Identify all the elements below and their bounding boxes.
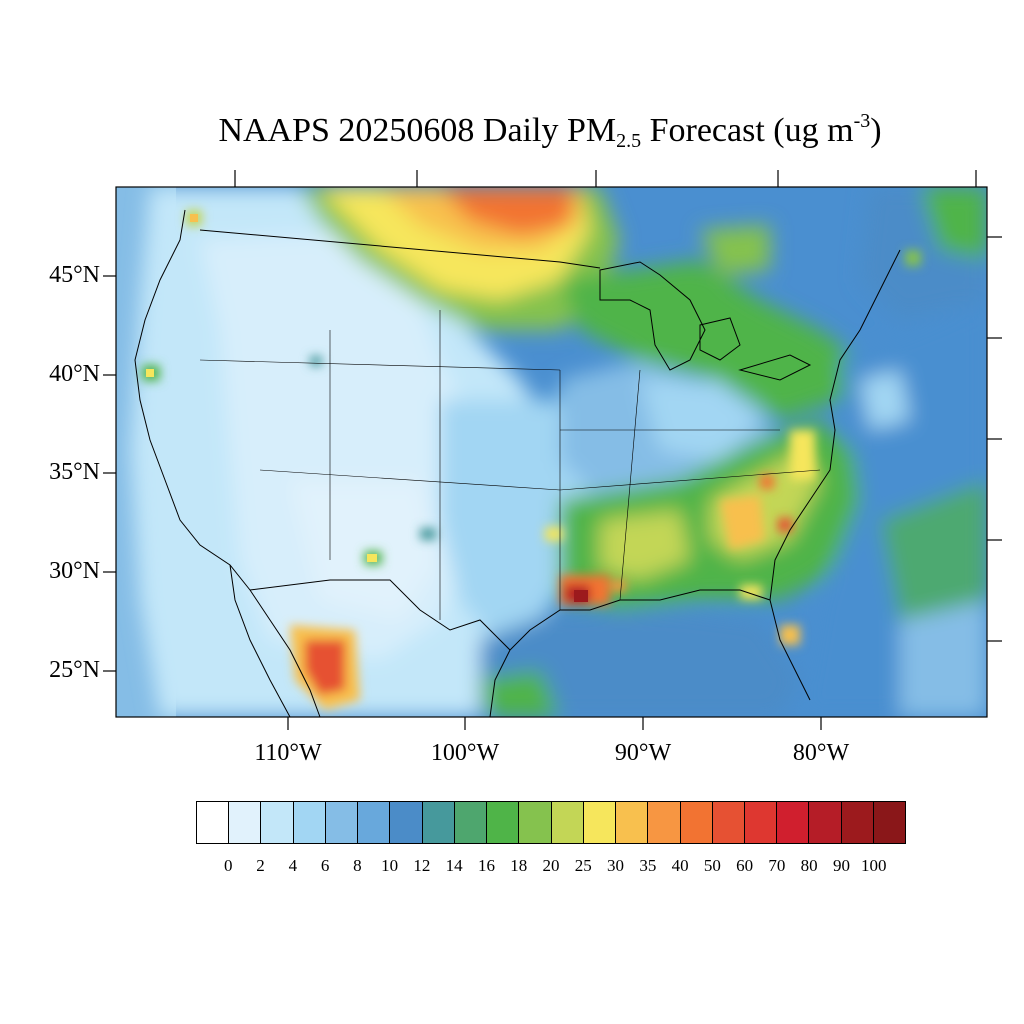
- colorbar-swatch: [616, 802, 649, 843]
- colorbar-swatch: [261, 802, 294, 843]
- colorbar-swatch: [777, 802, 810, 843]
- lat-label-40n: 40°N: [49, 361, 100, 387]
- colorbar-swatch: [358, 802, 391, 843]
- lon-label-110w: 110°W: [254, 740, 322, 766]
- colorbar-swatch: [744, 802, 778, 843]
- colorbar-tick-label: 4: [288, 856, 298, 875]
- colorbar-tick-label: 50: [703, 856, 721, 875]
- colorbar-tick-label: 16: [477, 856, 495, 875]
- title-subscript: 2.5: [616, 130, 642, 152]
- title-rest: Forecast (ug m: [641, 112, 854, 149]
- colorbar-swatch: [873, 802, 906, 843]
- colorbar-swatch: [519, 802, 552, 843]
- colorbar-swatch: [487, 802, 520, 843]
- colorbar-swatch: [583, 802, 617, 843]
- coastlines: [134, 209, 901, 717]
- title-superscript: -3: [853, 110, 871, 132]
- lon-label-90w: 90°W: [614, 740, 672, 766]
- lat-label-45n: 45°N: [49, 262, 100, 288]
- concentration-field: [116, 187, 987, 717]
- colorbar-swatch: [325, 802, 359, 843]
- colorbar-tick-label: 0: [224, 856, 233, 875]
- lon-label-100w: 100°W: [430, 740, 500, 766]
- colorbar-tick-label: 90: [832, 856, 850, 875]
- colorbar-tick-label: 8: [353, 856, 362, 875]
- lon-label-80w: 80°W: [792, 740, 850, 766]
- colorbar-tick-label: 12: [413, 856, 431, 875]
- colorbar-tick-label: 80: [800, 856, 818, 875]
- colorbar-tick-label: 40: [671, 856, 689, 875]
- colorbar-tick-label: 35: [639, 856, 657, 875]
- colorbar-swatch: [551, 802, 584, 843]
- colorbar-swatch: [680, 802, 713, 843]
- lat-label-30n: 30°N: [49, 558, 100, 584]
- colorbar-tick-label: 20: [542, 856, 560, 875]
- colorbar-swatch: [648, 802, 681, 843]
- colorbar-swatch: [422, 802, 455, 843]
- colorbar-swatch: [293, 802, 326, 843]
- colorbar-swatch: [454, 802, 488, 843]
- colorbar-tick-label: 6: [320, 856, 330, 875]
- axis-ticks: [103, 170, 1002, 730]
- title-main: NAAPS 20250608 Daily PM: [218, 112, 617, 149]
- title-close: ): [870, 112, 882, 149]
- colorbar-swatch: [390, 802, 423, 843]
- colorbar-tick-label: 25: [574, 856, 592, 875]
- colorbar-swatch: [712, 802, 745, 843]
- colorbar-tick-label: 100: [860, 856, 887, 875]
- colorbar-tick-label: 10: [381, 856, 399, 875]
- colorbar-swatch: [809, 802, 842, 843]
- lat-label-25n: 25°N: [49, 657, 100, 683]
- colorbar-tick-label: 18: [510, 856, 528, 875]
- colorbar-swatch: [841, 802, 874, 843]
- map-frame: [115, 186, 988, 718]
- colorbar-tick-label: 30: [607, 856, 625, 875]
- colorbar: [196, 801, 906, 844]
- colorbar-tick-label: 70: [768, 856, 786, 875]
- colorbar-swatch: [229, 802, 262, 843]
- colorbar-tick-label: 14: [445, 856, 463, 875]
- map-title: NAAPS 20250608 Daily PM2.5 Forecast (ug …: [0, 110, 1024, 153]
- colorbar-tick-label: 60: [736, 856, 754, 875]
- colorbar-tick-label: 2: [256, 856, 265, 875]
- colorbar-swatch: [197, 802, 230, 843]
- lat-label-35n: 35°N: [49, 459, 100, 485]
